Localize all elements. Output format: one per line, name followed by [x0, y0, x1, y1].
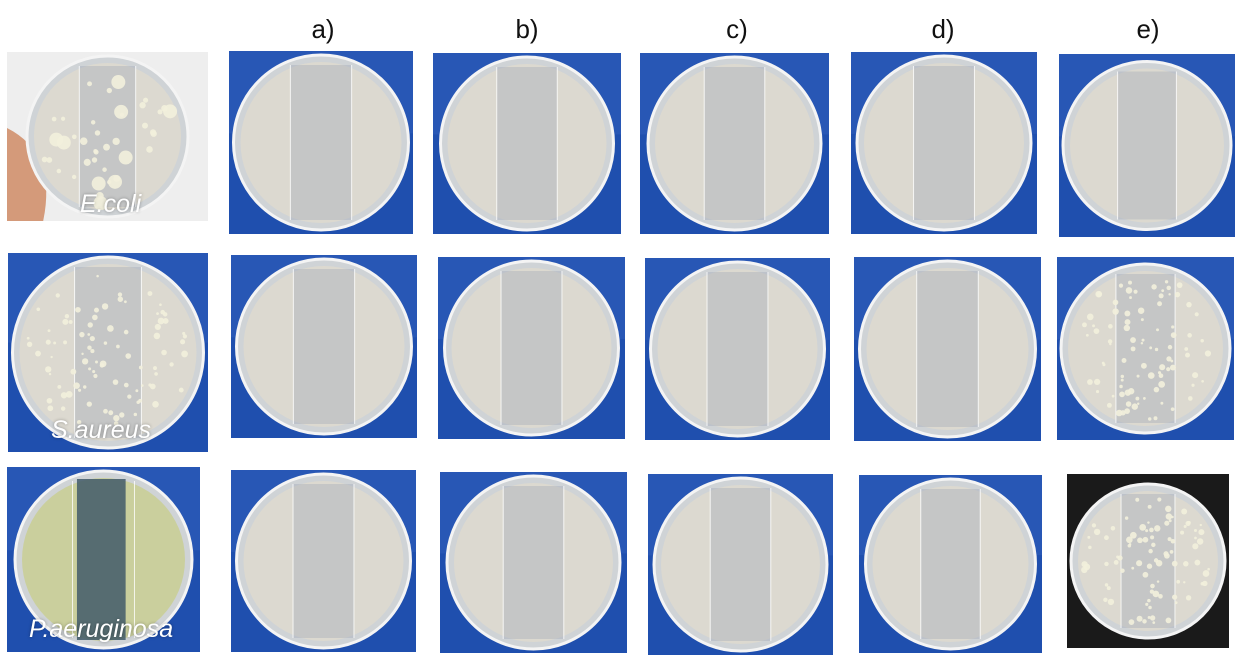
plate-saureus-d — [854, 257, 1041, 441]
plate-photo — [433, 53, 621, 234]
plate-photo — [645, 258, 830, 440]
plate-photo — [8, 253, 208, 452]
plate-saureus-a — [231, 255, 417, 438]
hand-shape — [7, 128, 47, 221]
species-label-paeruginosa: P.aeruginosa — [29, 615, 174, 643]
plate-photo — [1059, 54, 1235, 237]
plate-saureus-e — [1057, 257, 1234, 440]
plate-photo — [854, 257, 1041, 441]
column-label-b: b) — [515, 14, 539, 44]
column-label-a: a) — [311, 14, 335, 44]
plate-photo — [440, 472, 627, 653]
plate-photo — [640, 53, 829, 234]
plate-ecoli-a — [229, 51, 413, 234]
column-label-e: e) — [1136, 14, 1160, 44]
plate-saureus-c — [645, 258, 830, 440]
plate-ecoli-e — [1059, 54, 1235, 237]
plate-photo — [7, 52, 208, 221]
plate-photo — [229, 51, 413, 234]
plate-photo — [1057, 257, 1234, 440]
plate-photo — [231, 470, 416, 652]
plate-paeruginosa-c — [648, 474, 833, 655]
plate-paeruginosa-e — [1067, 474, 1229, 648]
plate-photo — [1067, 474, 1229, 648]
plate-paeruginosa-b — [440, 472, 627, 653]
plate-photo — [648, 474, 833, 655]
plate-photo — [231, 255, 417, 438]
plate-photo — [859, 475, 1042, 653]
plate-photo — [851, 52, 1037, 234]
plate-ecoli-d — [851, 52, 1037, 234]
plate-paeruginosa-d — [859, 475, 1042, 653]
column-label-d: d) — [931, 14, 955, 44]
plate-ecoli-b — [433, 53, 621, 234]
plate-ecoli-control — [7, 52, 208, 221]
plate-paeruginosa-a — [231, 470, 416, 652]
species-label-saureus: S.aureus — [51, 416, 152, 444]
plate-ecoli-c — [640, 53, 829, 234]
species-label-ecoli: E.coli — [80, 190, 142, 218]
plate-photo — [438, 257, 625, 439]
column-label-c: c) — [726, 14, 748, 44]
plate-saureus-b — [438, 257, 625, 439]
plate-paeruginosa-control — [7, 467, 200, 652]
plate-photo — [7, 467, 200, 652]
plate-saureus-control — [8, 253, 208, 452]
